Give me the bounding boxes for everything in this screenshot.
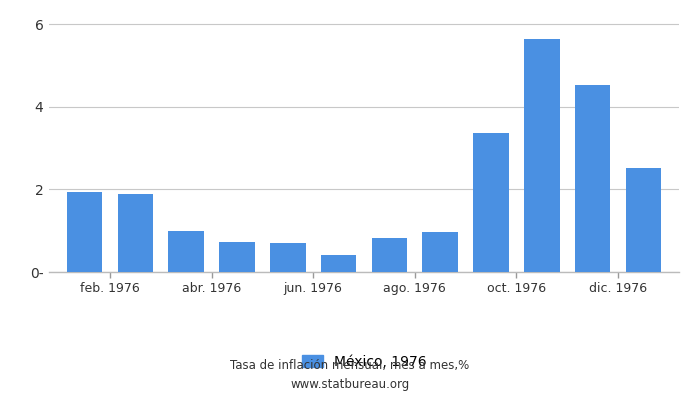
Bar [321, 255, 356, 272]
Bar [270, 243, 306, 272]
Bar [626, 168, 662, 272]
Bar [473, 132, 509, 272]
Bar [219, 242, 255, 272]
Text: Tasa de inflación mensual, mes a mes,%: Tasa de inflación mensual, mes a mes,% [230, 360, 470, 372]
Bar [575, 86, 610, 272]
Bar [372, 238, 407, 272]
Text: www.statbureau.org: www.statbureau.org [290, 378, 410, 391]
Bar [169, 231, 204, 272]
Bar [118, 194, 153, 272]
Bar [66, 192, 102, 272]
Legend: México, 1976: México, 1976 [296, 349, 432, 374]
Bar [422, 232, 458, 272]
Bar [524, 39, 559, 272]
